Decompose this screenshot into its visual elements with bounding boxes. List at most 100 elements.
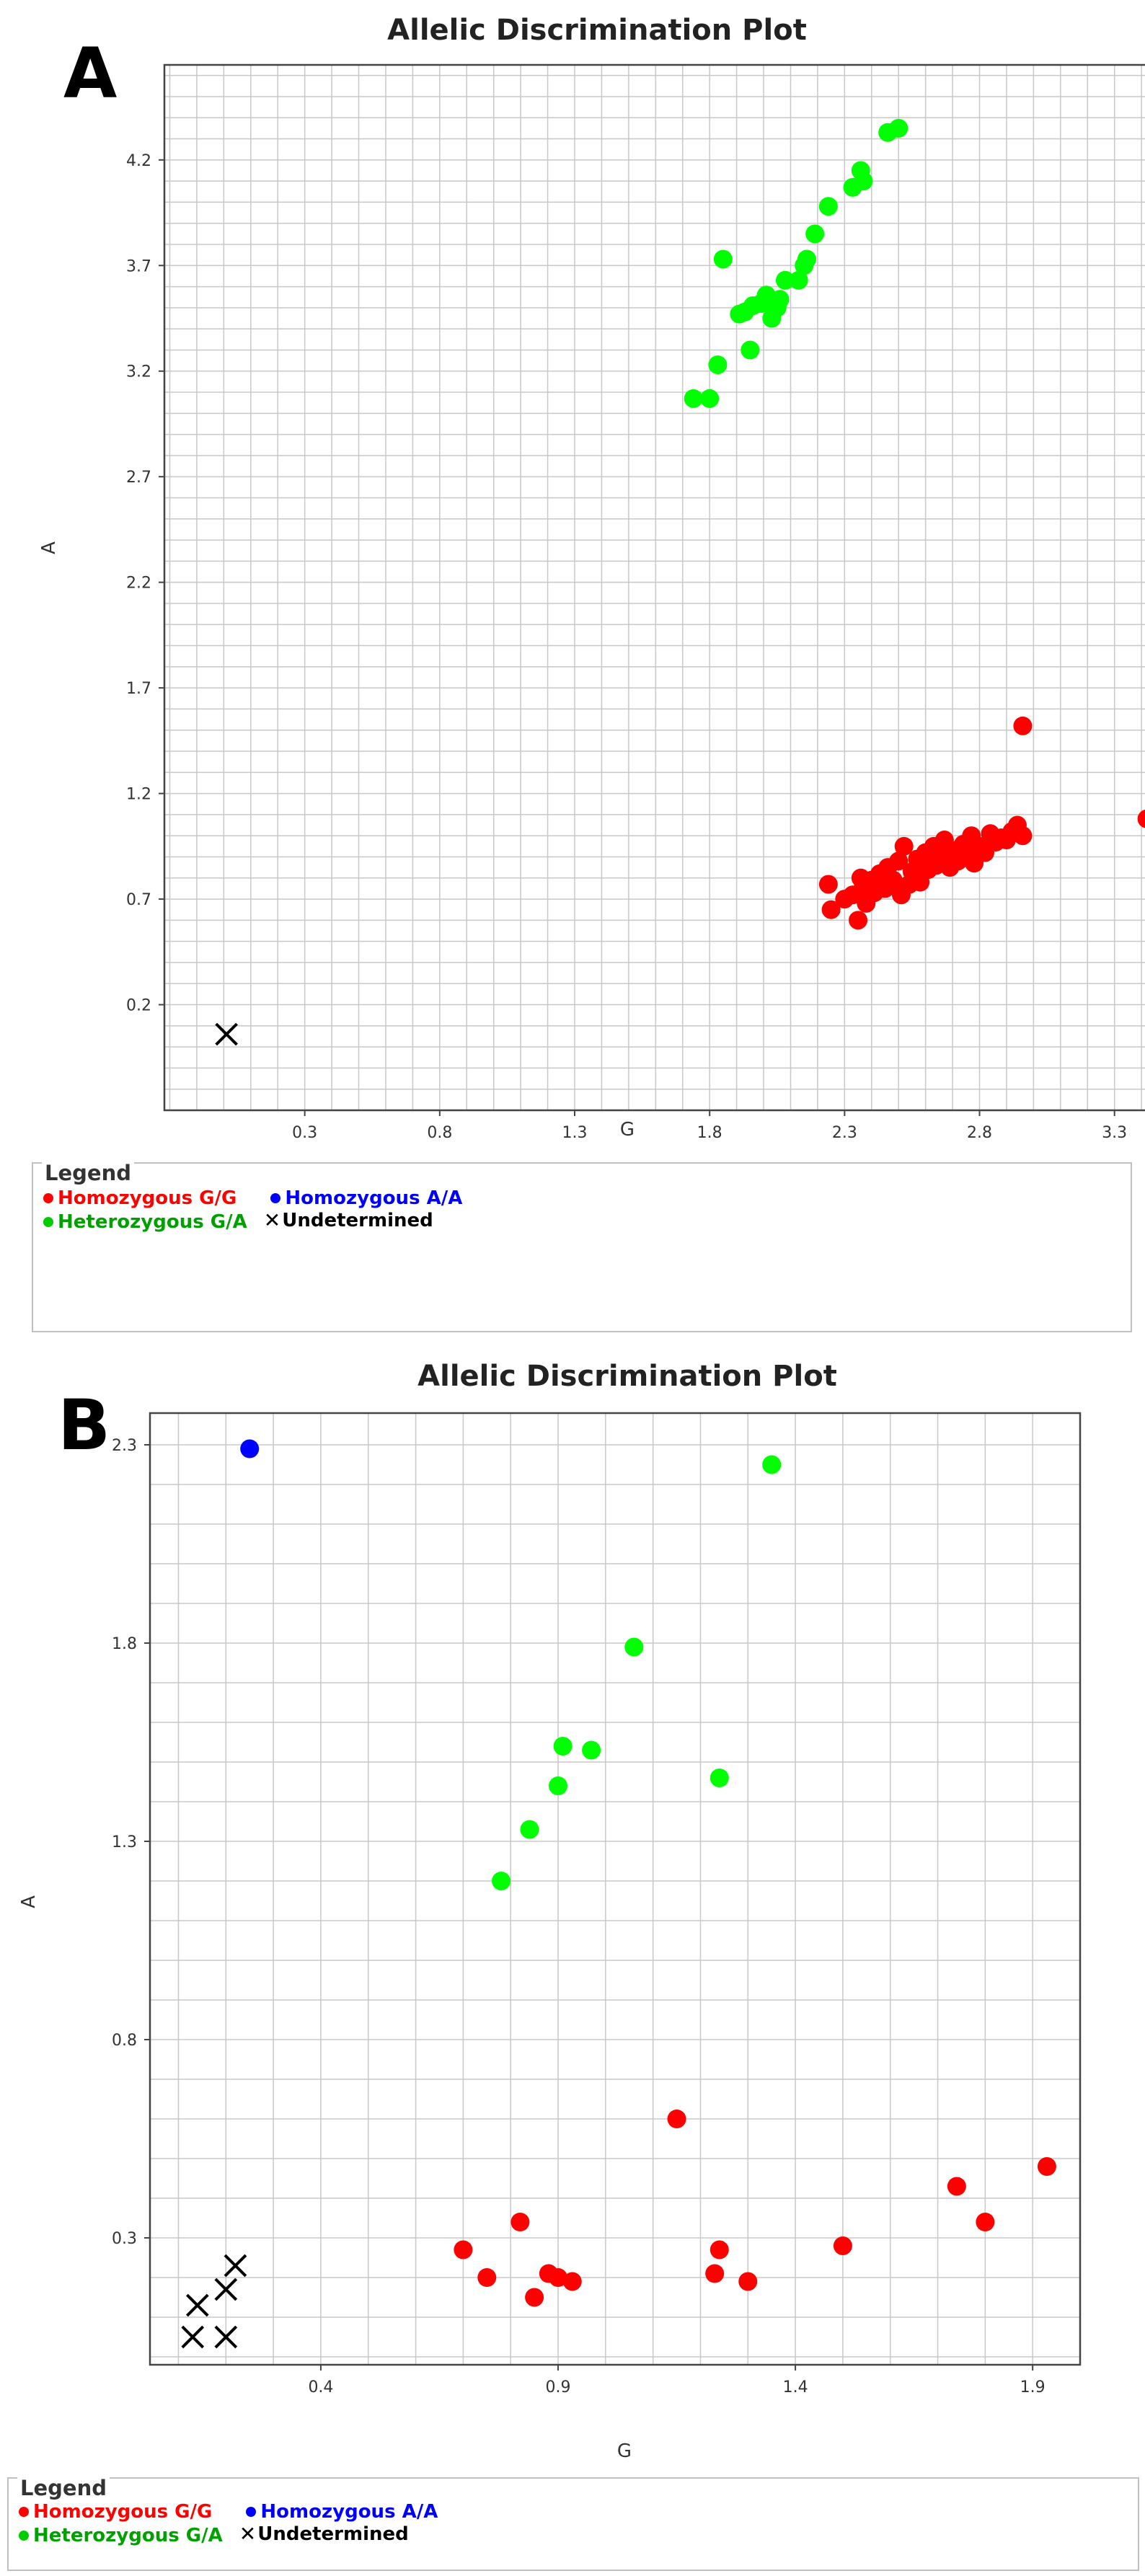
data-point bbox=[797, 249, 816, 269]
gridlines bbox=[150, 1413, 1081, 2365]
panel-a-y-axis-label: A bbox=[38, 541, 60, 554]
x-tick-label: 1.4 bbox=[783, 2378, 808, 2396]
data-point bbox=[1013, 716, 1033, 735]
panel-a-legend-row-2: Heterozygous G/A ✕ Undetermined bbox=[43, 1208, 433, 1234]
data-point bbox=[240, 1439, 260, 1459]
data-point bbox=[775, 270, 795, 290]
panel-a-x-axis-label: G bbox=[620, 1119, 635, 1141]
data-point bbox=[700, 389, 720, 408]
data-point bbox=[667, 2110, 686, 2128]
legend-entry-homozygous-gg: Homozygous G/G bbox=[43, 1186, 236, 1210]
data-point bbox=[549, 1776, 568, 1795]
panel-a-letter: A bbox=[63, 33, 117, 114]
y-tick-label: 0.8 bbox=[112, 2032, 137, 2050]
legend-entry-homozygous-aa: Homozygous A/A bbox=[270, 1186, 462, 1210]
data-point bbox=[883, 870, 903, 890]
plot-frame bbox=[149, 1412, 1082, 2366]
data-point bbox=[1037, 2157, 1056, 2176]
y-tick-label: 1.3 bbox=[112, 1833, 137, 1851]
y-tick-label: 1.8 bbox=[112, 1635, 137, 1653]
data-point bbox=[1013, 826, 1033, 846]
undetermined-x-point bbox=[214, 2325, 238, 2349]
data-point bbox=[762, 1455, 782, 1474]
legend-entry-undetermined: ✕ Undetermined bbox=[239, 2522, 409, 2546]
data-point bbox=[849, 911, 868, 930]
data-point bbox=[889, 118, 909, 138]
data-point bbox=[709, 2240, 729, 2259]
y-tick-label: 0.3 bbox=[112, 2230, 137, 2248]
data-point bbox=[818, 197, 838, 216]
x-tick-label: 0.3 bbox=[292, 1124, 317, 1142]
y-tick-label: 4.2 bbox=[126, 152, 151, 170]
green-dot-icon bbox=[19, 2531, 29, 2541]
legend-entry-label: Heterozygous G/A bbox=[33, 2525, 223, 2546]
panel-b-legend-row-1: Homozygous G/G Homozygous A/A bbox=[19, 2499, 438, 2524]
panel-b-legend-row-2: Heterozygous G/A ✕ Undetermined bbox=[19, 2522, 409, 2548]
data-point bbox=[705, 2264, 725, 2283]
y-tick-label: 0.7 bbox=[126, 891, 151, 909]
legend-entry-label: Homozygous G/G bbox=[33, 2501, 213, 2523]
series-homozygous-g-g bbox=[454, 2110, 1056, 2307]
blue-dot-icon bbox=[270, 1193, 281, 1203]
y-tick-label: 2.3 bbox=[112, 1437, 137, 1455]
plot-frame bbox=[163, 63, 1145, 1112]
x-stroke bbox=[224, 2254, 247, 2278]
legend-entry-label: Homozygous G/G bbox=[58, 1187, 237, 1209]
panel-b-legend: Legend Homozygous G/G Homozygous A/A Het… bbox=[7, 2476, 1139, 2571]
blue-dot-icon bbox=[246, 2507, 257, 2517]
legend-entry-label: Homozygous A/A bbox=[260, 2501, 438, 2523]
x-tick-label: 1.8 bbox=[697, 1124, 722, 1142]
y-tick-label: 0.2 bbox=[126, 997, 151, 1015]
undetermined-x-point bbox=[215, 1022, 238, 1046]
panel-a-chart: A Allelic Discrimination Plot 0.3 0.8 1.3 1… bbox=[38, 14, 1145, 1142]
plot-background bbox=[150, 1413, 1080, 2365]
data-point bbox=[894, 836, 914, 856]
data-point bbox=[525, 2288, 544, 2307]
panel-b-legend-title: Legend bbox=[17, 2476, 110, 2500]
data-point bbox=[854, 172, 873, 191]
undetermined-x-point bbox=[181, 2325, 205, 2349]
legend-entry-label: Undetermined bbox=[282, 1210, 433, 1231]
red-dot-icon bbox=[19, 2507, 29, 2517]
data-point bbox=[889, 851, 909, 871]
gridlines bbox=[164, 65, 1145, 1110]
data-point bbox=[738, 2272, 758, 2291]
data-point bbox=[684, 389, 703, 408]
legend-entry-label: Homozygous A/A bbox=[285, 1187, 463, 1209]
panel-a-legend-title: Legend bbox=[42, 1161, 134, 1185]
series-heterozygous-g-a bbox=[492, 1455, 782, 1890]
red-dot-icon bbox=[43, 1193, 53, 1203]
x-stroke bbox=[215, 1022, 238, 1046]
data-point bbox=[741, 340, 760, 360]
data-point bbox=[818, 875, 838, 894]
panel-b-chart: B Allelic Discrimination Plot 0.4 0.9 1.4 1… bbox=[18, 1360, 1082, 2462]
data-point bbox=[582, 1740, 601, 1760]
plot-background bbox=[164, 65, 1145, 1110]
panel-b-y-axis-label: A bbox=[18, 1895, 40, 1908]
series-homozygous-g-g bbox=[818, 716, 1145, 930]
x-stroke bbox=[181, 2325, 205, 2349]
data-point bbox=[770, 290, 790, 309]
x-tick-label: 2.8 bbox=[967, 1124, 992, 1142]
data-point bbox=[510, 2213, 530, 2231]
legend-entry-undetermined: ✕ Undetermined bbox=[264, 1208, 433, 1233]
panel-b-title: Allelic Discrimination Plot bbox=[417, 1360, 837, 1393]
data-point bbox=[976, 2213, 995, 2231]
data-point bbox=[708, 355, 728, 374]
undetermined-x-point bbox=[214, 2278, 238, 2301]
series-heterozygous-g-a bbox=[684, 118, 909, 408]
data-point bbox=[1137, 810, 1145, 828]
x-mark-icon: ✕ bbox=[263, 1208, 281, 1232]
x-tick-label: 1.9 bbox=[1020, 2378, 1045, 2396]
panel-a-title: Allelic Discrimination Plot bbox=[387, 14, 807, 47]
panel-b-letter: B bbox=[58, 1385, 110, 1466]
data-point bbox=[805, 224, 825, 244]
series-undetermined bbox=[215, 1022, 238, 1046]
legend-entry-heterozygous-ga: Heterozygous G/A bbox=[19, 2523, 223, 2548]
data-point bbox=[492, 1872, 511, 1890]
data-point bbox=[947, 2177, 966, 2196]
green-dot-icon bbox=[43, 1217, 53, 1227]
series-homozygous-a-a bbox=[240, 1439, 260, 1459]
undetermined-x-point bbox=[224, 2254, 247, 2278]
data-point bbox=[713, 249, 733, 269]
